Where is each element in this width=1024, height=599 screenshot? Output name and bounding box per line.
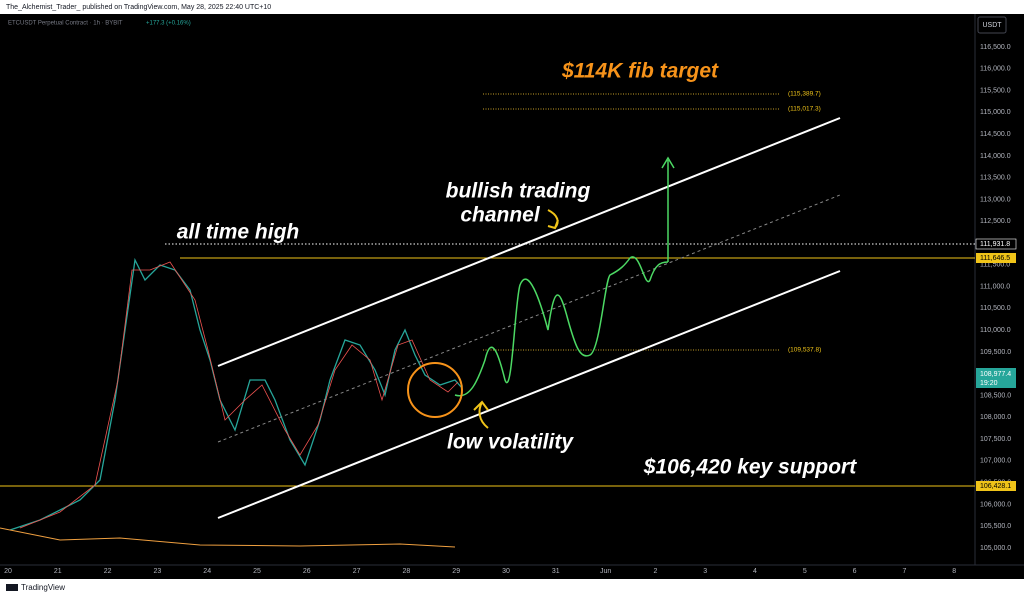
- time-label: 31: [552, 568, 560, 575]
- price-label: 113,500.0: [980, 175, 1011, 182]
- time-label: 24: [203, 568, 211, 575]
- time-label: 8: [952, 568, 956, 575]
- price-path: [19, 261, 459, 529]
- price-label: 114,500.0: [980, 131, 1011, 138]
- projection-arrowhead: [661, 156, 675, 169]
- time-label: 30: [502, 568, 510, 575]
- fib-label: (115,017.3): [788, 106, 821, 113]
- time-label: Jun: [600, 568, 611, 575]
- price-label: 105,000.0: [980, 545, 1011, 552]
- price-tag: [976, 481, 1016, 491]
- currency[interactable]: USDT: [982, 22, 1002, 29]
- price-label: 113,000.0: [980, 196, 1011, 203]
- time-label: 3: [703, 568, 707, 575]
- pointer: [473, 400, 489, 429]
- price-label: 114,000.0: [980, 153, 1011, 160]
- price-label: 110,500.0: [980, 305, 1011, 312]
- price-tag-label: 111,646.5: [980, 255, 1010, 262]
- annotation: all time high: [177, 221, 300, 244]
- brand: TradingView: [21, 583, 65, 592]
- fib-label: (109,537.8): [788, 347, 821, 354]
- price-tag-label: 111,931.8: [980, 241, 1010, 248]
- price-label: 115,000.0: [980, 109, 1011, 116]
- price-tag: [975, 238, 1017, 250]
- time-label: 26: [303, 568, 311, 575]
- annotation: low volatility: [447, 431, 574, 454]
- price-label: 110,000.0: [980, 327, 1011, 334]
- price-label: 112,500.0: [980, 218, 1011, 225]
- price-label: 109,500.0: [980, 349, 1011, 356]
- publisher: The_Alchemist_Trader_ published on Tradi…: [6, 4, 271, 11]
- symbol: ETCUSDT Perpetual Contract · 1h · BYBIT: [8, 21, 123, 27]
- time-label: 4: [753, 568, 757, 575]
- time-label: 28: [403, 568, 411, 575]
- time-label: 20: [4, 568, 12, 575]
- volatility-circle: [407, 362, 463, 418]
- channel-upper: [217, 117, 841, 367]
- price-label: 107,000.0: [980, 458, 1011, 465]
- price-label: 106,000.0: [980, 501, 1011, 508]
- annotation: $114K fib target: [561, 60, 719, 83]
- countdown: 19:20: [980, 380, 998, 387]
- price-tag: [976, 253, 1016, 263]
- volume-ma: [0, 527, 456, 548]
- price-label: 116,500.0: [980, 44, 1011, 51]
- chart-area: [0, 14, 1024, 579]
- time-label: 25: [253, 568, 261, 575]
- annotation: channel: [460, 204, 541, 227]
- price-label: 108,000.0: [980, 414, 1011, 421]
- time-label: 22: [104, 568, 112, 575]
- brand-logo: [6, 584, 18, 591]
- price-tag: [976, 368, 1016, 388]
- time-label: 6: [853, 568, 857, 575]
- price-label: 105,500.0: [980, 523, 1011, 530]
- time-label: 7: [902, 568, 906, 575]
- change: +177.3 (+0.16%): [146, 21, 191, 27]
- price-tag-label: 108,977.4: [980, 371, 1011, 378]
- annotation: bullish trading: [446, 180, 591, 203]
- time-label: 21: [54, 568, 62, 575]
- time-label: 23: [154, 568, 162, 575]
- price-label: 108,500.0: [980, 392, 1011, 399]
- price-label: 111,000.0: [980, 283, 1010, 290]
- channel-lower: [217, 270, 841, 519]
- time-label: 27: [353, 568, 361, 575]
- currency-box[interactable]: [977, 16, 1007, 34]
- time-label: 2: [653, 568, 657, 575]
- fib-label: (115,389.7): [788, 91, 821, 98]
- price-label: 116,000.0: [980, 66, 1011, 73]
- pointer: [547, 209, 559, 230]
- time-label: 5: [803, 568, 807, 575]
- time-label: 29: [452, 568, 460, 575]
- projection: [454, 256, 669, 397]
- price-tag-label: 106,428.1: [980, 483, 1011, 490]
- price-label: 115,500.0: [980, 87, 1011, 94]
- annotation: $106,420 key support: [643, 456, 857, 479]
- price-path: [9, 257, 463, 531]
- price-label: 111,500.0: [980, 262, 1010, 269]
- price-label: 107,500.0: [980, 436, 1011, 443]
